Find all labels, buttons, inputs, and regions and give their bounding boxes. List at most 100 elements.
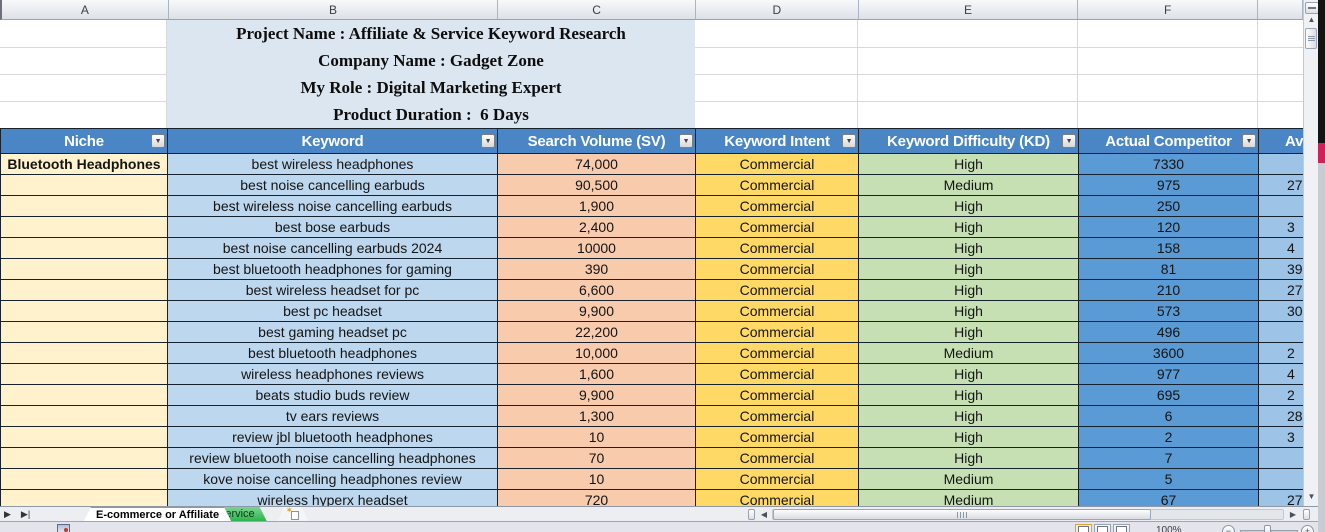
cell-avg-partial[interactable]: 39 — [1258, 259, 1303, 280]
filter-button[interactable]: ▼ — [1062, 134, 1076, 148]
cell-keyword-difficulty[interactable]: High — [858, 322, 1078, 343]
cell-search-volume[interactable]: 720 — [497, 490, 695, 506]
cell-keyword-intent[interactable]: Commercial — [695, 175, 858, 196]
scroll-up-arrow-icon[interactable]: ▲ — [1307, 15, 1316, 24]
zoom-in-button[interactable]: + — [1301, 525, 1314, 532]
cell-keyword[interactable]: tv ears reviews — [167, 406, 497, 427]
cell-keyword-intent[interactable]: Commercial — [695, 280, 858, 301]
cell-avg-partial[interactable]: 2 — [1258, 343, 1303, 364]
cell-niche[interactable] — [0, 343, 167, 364]
cell-actual-competitor[interactable]: 7330 — [1078, 154, 1258, 175]
cell-search-volume[interactable]: 6,600 — [497, 280, 695, 301]
cell-actual-competitor[interactable]: 81 — [1078, 259, 1258, 280]
cell-actual-competitor[interactable]: 120 — [1078, 217, 1258, 238]
cell-keyword-intent[interactable]: Commercial — [695, 427, 858, 448]
cell-niche[interactable] — [0, 217, 167, 238]
cell-keyword[interactable]: best noise cancelling earbuds — [167, 175, 497, 196]
cell-keyword-intent[interactable]: Commercial — [695, 490, 858, 506]
cell-keyword[interactable]: best wireless headset for pc — [167, 280, 497, 301]
scroll-left-arrow-icon[interactable]: ◀ — [760, 510, 768, 519]
column-header-E[interactable]: E — [858, 0, 1079, 19]
cell-niche[interactable] — [0, 259, 167, 280]
cell-keyword[interactable]: review jbl bluetooth headphones — [167, 427, 497, 448]
cell-niche[interactable] — [0, 175, 167, 196]
cell-search-volume[interactable]: 1,600 — [497, 364, 695, 385]
cell-keyword[interactable]: best noise cancelling earbuds 2024 — [167, 238, 497, 259]
cell-search-volume[interactable]: 1,300 — [497, 406, 695, 427]
cell-search-volume[interactable]: 9,900 — [497, 301, 695, 322]
vertical-scrollbar[interactable]: ▲ ▼ — [1303, 0, 1319, 506]
column-header-B[interactable]: B — [168, 0, 499, 19]
cell-keyword-intent[interactable]: Commercial — [695, 238, 858, 259]
cell-actual-competitor[interactable]: 6 — [1078, 406, 1258, 427]
cell-keyword-difficulty[interactable]: High — [858, 196, 1078, 217]
cell-actual-competitor[interactable]: 977 — [1078, 364, 1258, 385]
cell-niche[interactable] — [0, 427, 167, 448]
filter-button[interactable]: ▼ — [1242, 134, 1256, 148]
filter-button[interactable]: ▼ — [481, 134, 495, 148]
cell-avg-partial[interactable]: 2 — [1258, 385, 1303, 406]
cell-search-volume[interactable]: 2,400 — [497, 217, 695, 238]
cell-keyword-difficulty[interactable]: Medium — [858, 469, 1078, 490]
cell-niche[interactable]: Bluetooth Headphones — [0, 154, 167, 175]
cell-search-volume[interactable]: 10,000 — [497, 343, 695, 364]
cell-keyword-difficulty[interactable]: High — [858, 280, 1078, 301]
normal-view-button[interactable] — [1075, 524, 1092, 532]
cell-niche[interactable] — [0, 238, 167, 259]
cell-actual-competitor[interactable]: 7 — [1078, 448, 1258, 469]
cell-keyword-difficulty[interactable]: Medium — [858, 175, 1078, 196]
column-header-D[interactable]: D — [695, 0, 859, 19]
header-niche[interactable]: Niche ▼ — [0, 128, 167, 154]
cell-keyword-difficulty[interactable]: High — [858, 217, 1078, 238]
cell-actual-competitor[interactable]: 573 — [1078, 301, 1258, 322]
cell-niche[interactable] — [0, 280, 167, 301]
cell-keyword-difficulty[interactable]: High — [858, 448, 1078, 469]
cell-search-volume[interactable]: 10000 — [497, 238, 695, 259]
horizontal-split-handle[interactable] — [748, 509, 755, 520]
cell-keyword-difficulty[interactable]: High — [858, 406, 1078, 427]
cell-actual-competitor[interactable]: 3600 — [1078, 343, 1258, 364]
cell-avg-partial[interactable]: 3 — [1258, 217, 1303, 238]
horizontal-scrollbar-thumb[interactable] — [773, 509, 1151, 520]
cell-search-volume[interactable]: 10 — [497, 427, 695, 448]
cell-actual-competitor[interactable]: 496 — [1078, 322, 1258, 343]
cell-keyword-intent[interactable]: Commercial — [695, 217, 858, 238]
cell-avg-partial[interactable]: 3 — [1258, 427, 1303, 448]
cell-keyword-intent[interactable]: Commercial — [695, 385, 858, 406]
cell-search-volume[interactable]: 1,900 — [497, 196, 695, 217]
cell-keyword-intent[interactable]: Commercial — [695, 259, 858, 280]
filter-button[interactable]: ▼ — [151, 134, 165, 148]
last-sheet-arrow-icon[interactable]: ▶| — [20, 509, 31, 519]
column-header-partial[interactable] — [1258, 0, 1304, 19]
next-sheet-arrow-icon[interactable]: ▶ — [4, 509, 11, 519]
cell-search-volume[interactable]: 10 — [497, 469, 695, 490]
cell-keyword-difficulty[interactable]: High — [858, 385, 1078, 406]
header-avg-partial[interactable]: Avg — [1258, 128, 1303, 154]
vertical-scrollbar-thumb[interactable] — [1305, 28, 1317, 49]
cell-keyword-difficulty[interactable]: Medium — [858, 490, 1078, 506]
scroll-right-arrow-icon[interactable]: ▶ — [1289, 510, 1297, 519]
insert-worksheet-button[interactable]: ✶ — [278, 507, 308, 521]
cell-niche[interactable] — [0, 406, 167, 427]
cell-avg-partial[interactable]: 4 — [1258, 238, 1303, 259]
cell-avg-partial[interactable]: 30 — [1258, 301, 1303, 322]
cell-actual-competitor[interactable]: 5 — [1078, 469, 1258, 490]
column-header-F[interactable]: F — [1078, 0, 1259, 19]
header-search-volume[interactable]: Search Volume (SV) ▼ — [497, 128, 695, 154]
header-actual-competitor[interactable]: Actual Competitor ▼ — [1078, 128, 1258, 154]
cell-niche[interactable] — [0, 448, 167, 469]
cell-actual-competitor[interactable]: 2 — [1078, 427, 1258, 448]
page-break-view-button[interactable] — [1113, 524, 1130, 532]
cell-niche[interactable] — [0, 385, 167, 406]
cell-search-volume[interactable]: 9,900 — [497, 385, 695, 406]
cell-keyword[interactable]: best gaming headset pc — [167, 322, 497, 343]
cell-actual-competitor[interactable]: 67 — [1078, 490, 1258, 506]
zoom-level[interactable]: 100% — [1156, 525, 1182, 532]
header-keyword-intent[interactable]: Keyword Intent ▼ — [695, 128, 858, 154]
cell-actual-competitor[interactable]: 250 — [1078, 196, 1258, 217]
cell-keyword-intent[interactable]: Commercial — [695, 364, 858, 385]
cell-keyword[interactable]: best pc headset — [167, 301, 497, 322]
cell-keyword-difficulty[interactable]: High — [858, 364, 1078, 385]
cell-avg-partial[interactable] — [1258, 154, 1303, 175]
cell-keyword-difficulty[interactable]: Medium — [858, 343, 1078, 364]
